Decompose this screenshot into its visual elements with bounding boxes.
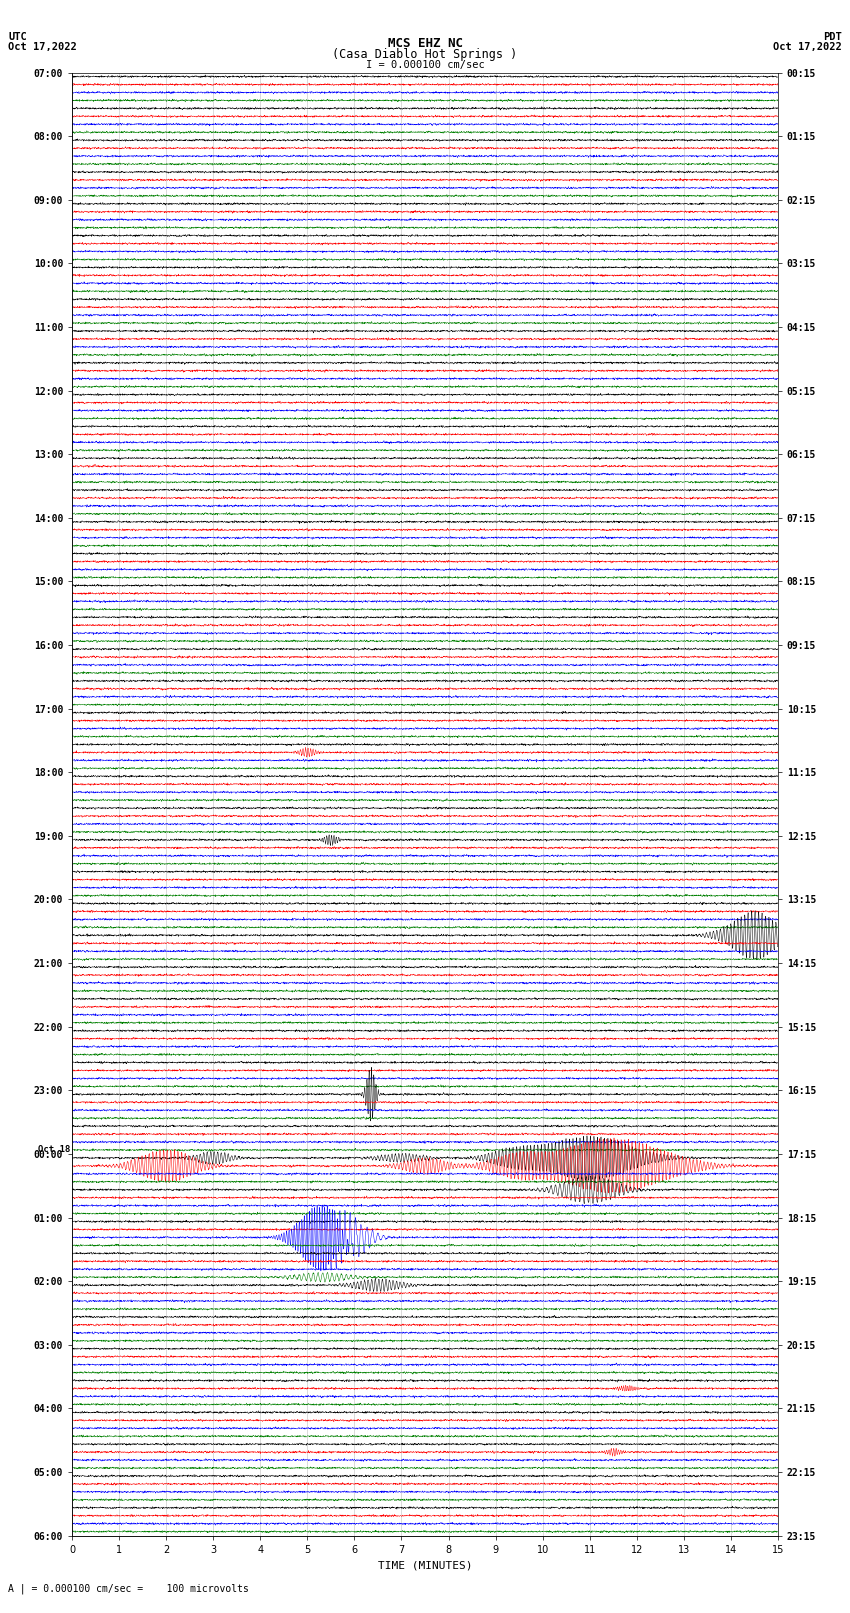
Text: MCS EHZ NC: MCS EHZ NC	[388, 37, 462, 50]
Text: A | = 0.000100 cm/sec =    100 microvolts: A | = 0.000100 cm/sec = 100 microvolts	[8, 1582, 249, 1594]
Text: Oct 17,2022: Oct 17,2022	[773, 42, 842, 52]
Text: (Casa Diablo Hot Springs ): (Casa Diablo Hot Springs )	[332, 48, 518, 61]
Text: PDT: PDT	[823, 32, 842, 42]
Text: Oct 18: Oct 18	[38, 1145, 71, 1153]
X-axis label: TIME (MINUTES): TIME (MINUTES)	[377, 1560, 473, 1569]
Text: I = 0.000100 cm/sec: I = 0.000100 cm/sec	[366, 60, 484, 69]
Text: UTC: UTC	[8, 32, 27, 42]
Text: Oct 17,2022: Oct 17,2022	[8, 42, 77, 52]
